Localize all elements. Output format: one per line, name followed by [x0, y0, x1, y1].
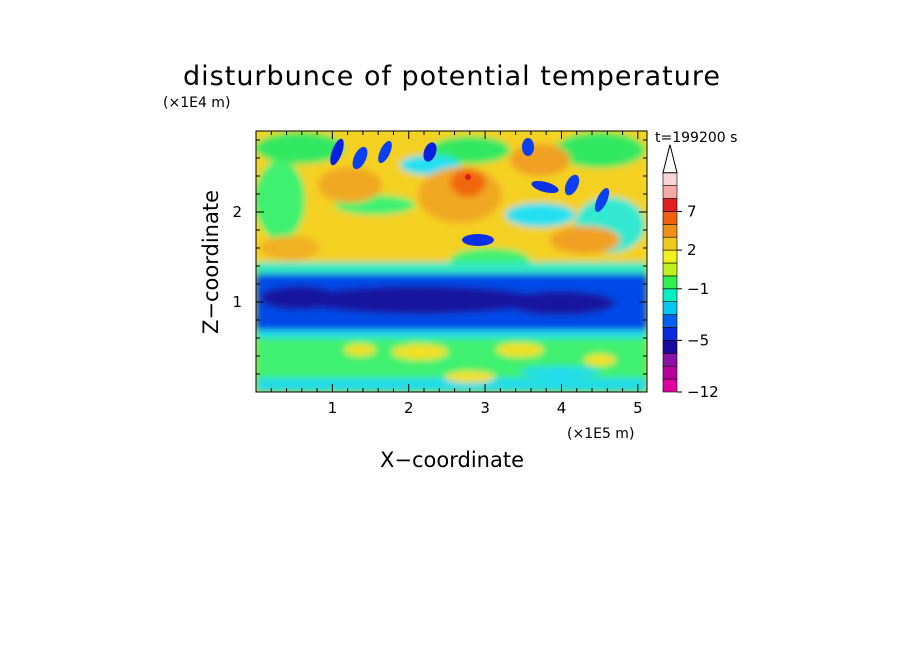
colorbar-segment [662, 378, 678, 393]
colorbar-segment [662, 352, 678, 367]
cold-layer-core [260, 286, 340, 310]
colorbar-segment [662, 236, 678, 251]
colorbar-segment [662, 262, 678, 277]
cold-cell [462, 234, 494, 246]
colorbar-tick-label: 2 [687, 241, 697, 259]
lower-warm-patch [445, 371, 495, 383]
x-axis-title: X−coordinate [380, 448, 524, 472]
field-shapes [256, 131, 647, 392]
colorbar-segment [662, 365, 678, 380]
cold-cell [522, 138, 534, 156]
lower-cyan-patch [520, 366, 600, 378]
cold-cell [330, 138, 344, 166]
x-tick-label: 2 [404, 399, 414, 417]
colorbar-segment [662, 185, 678, 199]
colorbar-tick-label: 7 [687, 202, 697, 220]
colorbar-segment [662, 314, 678, 328]
colorbar-extension [662, 144, 678, 174]
y-axis: 12 [232, 203, 242, 311]
colorbar-segment [662, 275, 678, 290]
frame-ticks [256, 131, 647, 392]
contour-field [256, 131, 647, 392]
colorbar-segment [662, 211, 678, 225]
cold-layer-core [505, 291, 615, 315]
x-tick-label: 1 [328, 399, 338, 417]
cyan-streak [505, 203, 575, 227]
lower-warm-patch [496, 343, 544, 357]
warm-region [550, 226, 620, 254]
upper-green-patch [256, 132, 345, 164]
warm-region [510, 144, 570, 176]
upper-green-patch [430, 136, 510, 164]
warm-core [450, 169, 486, 197]
x-unit-label: (×1E5 m) [567, 426, 634, 442]
cold-cell [564, 174, 580, 196]
plot-frame [255, 130, 648, 393]
lower-warm-patch [584, 354, 616, 366]
cold-cell [594, 188, 610, 212]
colorbar-segment [662, 288, 678, 302]
lower-warm-patch [344, 344, 376, 356]
x-axis: 1 2 3 4 5 [328, 399, 643, 417]
colorbar-segment [662, 224, 678, 238]
colorbar-segment [662, 301, 678, 315]
colorbar-segment [662, 172, 678, 186]
y-tick-label: 2 [232, 203, 242, 221]
cold-layer-core [300, 286, 540, 314]
colorbar-tick-label: −5 [687, 331, 709, 349]
cold-cell [531, 180, 559, 194]
colorbar-segment [662, 198, 678, 212]
colorbar-segment [662, 327, 678, 341]
cold-cell [423, 142, 437, 162]
x-tick-label: 5 [633, 399, 643, 417]
colorbar-segment [662, 340, 678, 354]
colorbar-tick-label: −12 [687, 383, 719, 401]
y-axis-title: Z−coordinate [199, 190, 223, 334]
warm-region [260, 236, 320, 260]
cold-cell [378, 140, 392, 164]
lower-warm-patch [392, 344, 448, 360]
colorbar-segment [662, 249, 678, 264]
y-unit-label: (×1E4 m) [163, 95, 230, 111]
x-tick-label: 4 [557, 399, 567, 417]
chart-title: disturbunce of potential temperature [183, 61, 721, 92]
warm-region [318, 167, 382, 203]
left-green-band [256, 160, 305, 240]
colorbar: −12−5−127 [662, 144, 719, 401]
cold-cell [352, 146, 368, 170]
x-tick-label: 3 [480, 399, 490, 417]
max-warm-point [465, 174, 471, 180]
colorbar-tick-label: −1 [687, 280, 709, 298]
time-label: t=199200 s [655, 130, 737, 146]
upper-green-patch [555, 132, 645, 168]
y-tick-label: 1 [232, 293, 242, 311]
